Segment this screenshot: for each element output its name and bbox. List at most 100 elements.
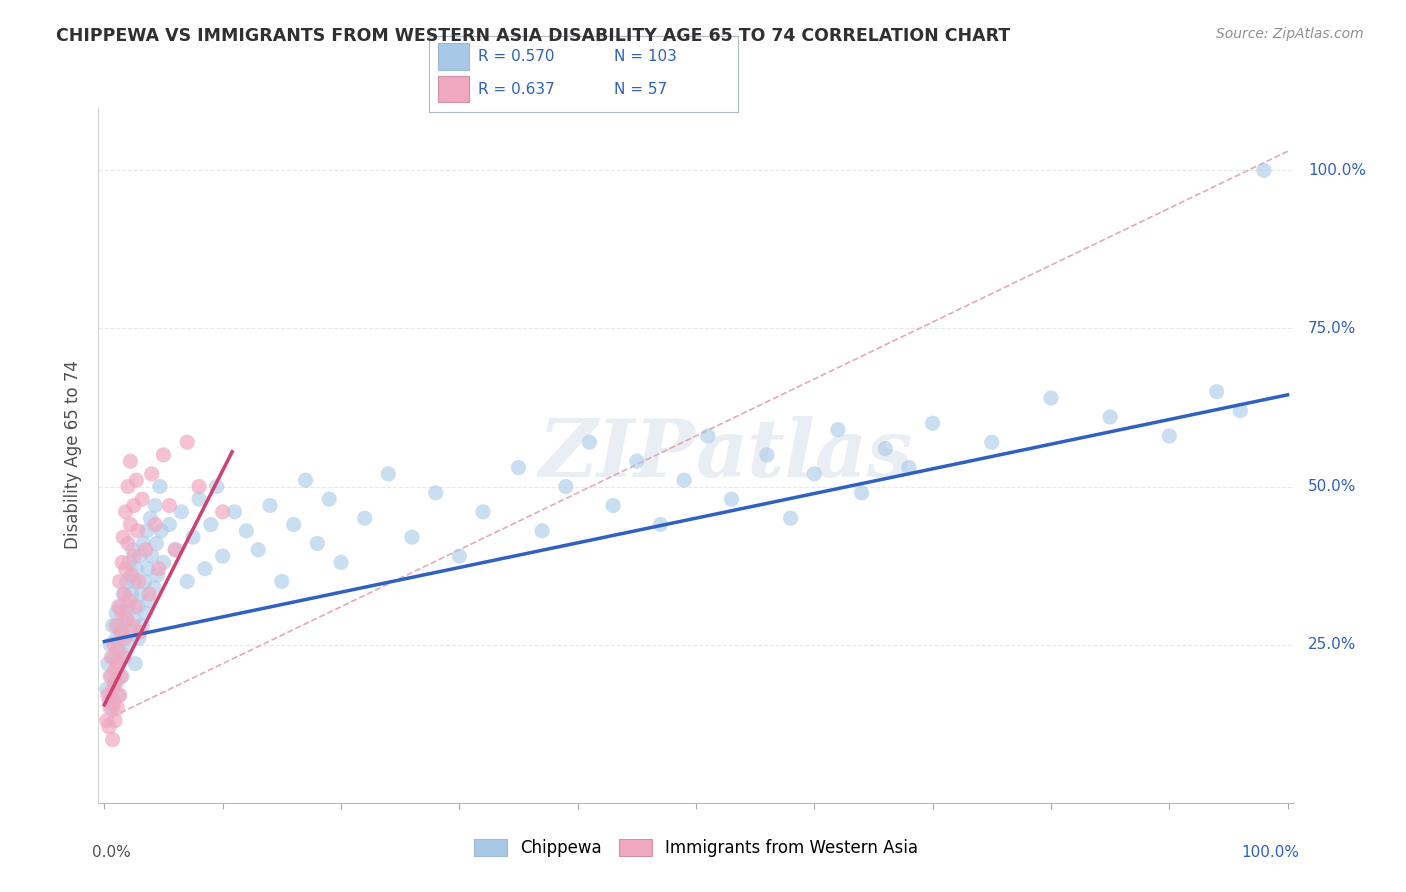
- Text: 50.0%: 50.0%: [1308, 479, 1357, 494]
- Point: [128, 632, 150, 646]
- Point: [120, 517, 142, 532]
- Point: [98, 638, 121, 652]
- Point: [136, 562, 159, 576]
- Point: [112, 587, 135, 601]
- Point: [149, 479, 172, 493]
- Point: [98, 701, 121, 715]
- Point: [105, 657, 128, 671]
- Point: [330, 556, 353, 570]
- Point: [97, 688, 120, 702]
- Point: [122, 549, 145, 563]
- Point: [626, 454, 648, 468]
- Point: [152, 556, 174, 570]
- Point: [779, 511, 801, 525]
- Point: [115, 612, 138, 626]
- Point: [101, 732, 124, 747]
- Point: [108, 688, 131, 702]
- Point: [143, 499, 166, 513]
- Point: [110, 599, 132, 614]
- Point: [112, 650, 135, 665]
- Point: [104, 675, 127, 690]
- Point: [235, 524, 257, 538]
- Point: [105, 675, 128, 690]
- Point: [111, 625, 134, 640]
- Point: [98, 669, 121, 683]
- Point: [921, 417, 943, 431]
- Point: [141, 549, 163, 563]
- Point: [224, 505, 246, 519]
- Point: [112, 530, 135, 544]
- Point: [114, 632, 136, 646]
- Point: [353, 511, 375, 525]
- Point: [131, 492, 153, 507]
- Point: [270, 574, 292, 589]
- Point: [165, 542, 187, 557]
- Point: [720, 492, 742, 507]
- Point: [105, 644, 128, 658]
- Point: [96, 681, 118, 696]
- Point: [851, 486, 873, 500]
- Point: [980, 435, 1002, 450]
- Point: [150, 524, 173, 538]
- Point: [425, 486, 447, 500]
- Point: [122, 499, 145, 513]
- Point: [283, 517, 305, 532]
- Point: [114, 562, 136, 576]
- Point: [875, 442, 897, 456]
- Point: [111, 669, 134, 683]
- Point: [125, 473, 148, 487]
- Point: [1039, 391, 1062, 405]
- Point: [104, 714, 127, 728]
- Point: [143, 517, 166, 532]
- Point: [101, 681, 124, 696]
- Point: [138, 593, 160, 607]
- Point: [146, 568, 169, 582]
- Point: [124, 599, 146, 614]
- Point: [145, 536, 167, 550]
- Point: [1229, 403, 1251, 417]
- Point: [101, 618, 124, 632]
- Point: [602, 499, 624, 513]
- Point: [105, 701, 128, 715]
- Point: [117, 638, 139, 652]
- Point: [143, 581, 166, 595]
- Point: [294, 473, 316, 487]
- Point: [124, 657, 146, 671]
- Point: [128, 625, 150, 640]
- Point: [165, 542, 187, 557]
- Text: ZIP: ZIP: [538, 417, 696, 493]
- Point: [1159, 429, 1181, 443]
- Point: [97, 657, 120, 671]
- Point: [117, 599, 139, 614]
- Point: [117, 479, 139, 493]
- Point: [107, 688, 129, 702]
- Point: [98, 720, 121, 734]
- Point: [170, 505, 193, 519]
- Point: [125, 562, 148, 576]
- Point: [1099, 409, 1122, 424]
- Point: [211, 549, 233, 563]
- Point: [103, 638, 125, 652]
- Point: [121, 542, 143, 557]
- Point: [129, 587, 152, 601]
- Point: [247, 542, 270, 557]
- Point: [188, 492, 211, 507]
- Point: [98, 695, 121, 709]
- Point: [110, 669, 132, 683]
- Point: [531, 524, 554, 538]
- Point: [157, 499, 180, 513]
- Point: [134, 574, 156, 589]
- Point: [259, 499, 281, 513]
- Point: [115, 574, 138, 589]
- Point: [101, 701, 124, 715]
- Text: CHIPPEWA VS IMMIGRANTS FROM WESTERN ASIA DISABILITY AGE 65 TO 74 CORRELATION CHA: CHIPPEWA VS IMMIGRANTS FROM WESTERN ASIA…: [56, 27, 1011, 45]
- Point: [100, 650, 122, 665]
- Point: [121, 618, 143, 632]
- Point: [176, 574, 198, 589]
- Point: [131, 618, 153, 632]
- Point: [100, 669, 122, 683]
- Point: [157, 517, 180, 532]
- Point: [673, 473, 696, 487]
- Point: [650, 517, 672, 532]
- Text: Source: ZipAtlas.com: Source: ZipAtlas.com: [1216, 27, 1364, 41]
